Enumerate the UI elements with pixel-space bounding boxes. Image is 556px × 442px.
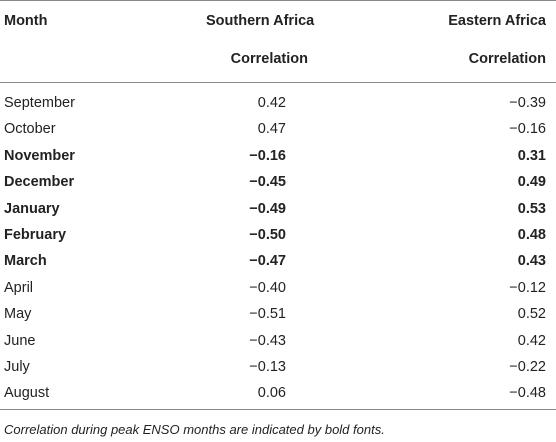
month-cell: May <box>4 306 32 323</box>
eastern-correlation-cell: −0.22 <box>509 359 546 375</box>
month-cell: October <box>4 121 56 138</box>
southern-correlation-cell: −0.51 <box>249 306 286 323</box>
eastern-correlation-cell: 0.53 <box>517 200 546 217</box>
header-rule <box>0 82 556 83</box>
subheader-eastern-correlation: Correlation <box>468 51 546 67</box>
table-row: June −0.43 0.42 <box>0 328 556 354</box>
eastern-correlation-cell: 0.31 <box>517 147 546 164</box>
header-eastern-africa: Eastern Africa <box>448 13 546 29</box>
eastern-correlation-cell: 0.43 <box>517 253 546 270</box>
subheader-row: Correlation Correlation <box>0 46 556 72</box>
table-row: November −0.16 0.31 <box>0 143 556 169</box>
table-row: August 0.06 −0.48 <box>0 380 556 406</box>
header-row: Month Southern Africa Eastern Africa <box>0 8 556 34</box>
eastern-correlation-cell: 0.49 <box>517 174 546 191</box>
southern-correlation-cell: −0.16 <box>249 147 286 164</box>
month-cell: April <box>4 279 34 296</box>
subheader-southern-correlation: Correlation <box>230 51 308 67</box>
southern-correlation-cell: −0.45 <box>249 174 286 191</box>
top-rule <box>0 0 556 1</box>
southern-correlation-cell: −0.50 <box>249 227 286 243</box>
table-row: March −0.47 0.43 <box>0 248 556 274</box>
table-row: April −0.40 −0.12 <box>0 275 556 301</box>
month-cell: July <box>4 359 30 375</box>
southern-correlation-cell: −0.13 <box>249 359 286 375</box>
month-cell: August <box>4 385 50 402</box>
bottom-rule <box>0 409 556 410</box>
southern-correlation-cell: −0.40 <box>249 279 286 296</box>
header-month: Month <box>4 13 48 29</box>
header-southern-africa: Southern Africa <box>206 13 315 29</box>
southern-correlation-cell: −0.47 <box>249 253 286 270</box>
table-row: September 0.42 −0.39 <box>0 90 556 116</box>
southern-correlation-cell: 0.42 <box>257 95 286 111</box>
month-cell: January <box>4 200 60 217</box>
table-row: January −0.49 0.53 <box>0 196 556 222</box>
table-footnote: Correlation during peak ENSO months are … <box>4 422 385 437</box>
southern-correlation-cell: −0.43 <box>249 332 286 349</box>
eastern-correlation-cell: 0.42 <box>517 332 546 349</box>
table-row: December −0.45 0.49 <box>0 169 556 195</box>
table-row: February −0.50 0.48 <box>0 222 556 248</box>
month-cell: February <box>4 227 67 243</box>
month-cell: March <box>4 253 47 270</box>
eastern-correlation-cell: −0.16 <box>509 121 546 138</box>
eastern-correlation-cell: 0.48 <box>517 227 546 243</box>
eastern-correlation-cell: −0.12 <box>509 279 546 296</box>
eastern-correlation-cell: −0.39 <box>509 95 546 111</box>
eastern-correlation-cell: 0.52 <box>517 306 546 323</box>
southern-correlation-cell: 0.47 <box>257 121 286 138</box>
eastern-correlation-cell: −0.48 <box>509 385 546 402</box>
table-row: July −0.13 −0.22 <box>0 354 556 380</box>
month-cell: September <box>4 95 75 111</box>
month-cell: November <box>4 147 75 164</box>
table-row: October 0.47 −0.16 <box>0 116 556 142</box>
month-cell: June <box>4 332 36 349</box>
month-cell: December <box>4 174 75 191</box>
table-row: May −0.51 0.52 <box>0 301 556 327</box>
southern-correlation-cell: 0.06 <box>257 385 286 402</box>
southern-correlation-cell: −0.49 <box>249 200 286 217</box>
